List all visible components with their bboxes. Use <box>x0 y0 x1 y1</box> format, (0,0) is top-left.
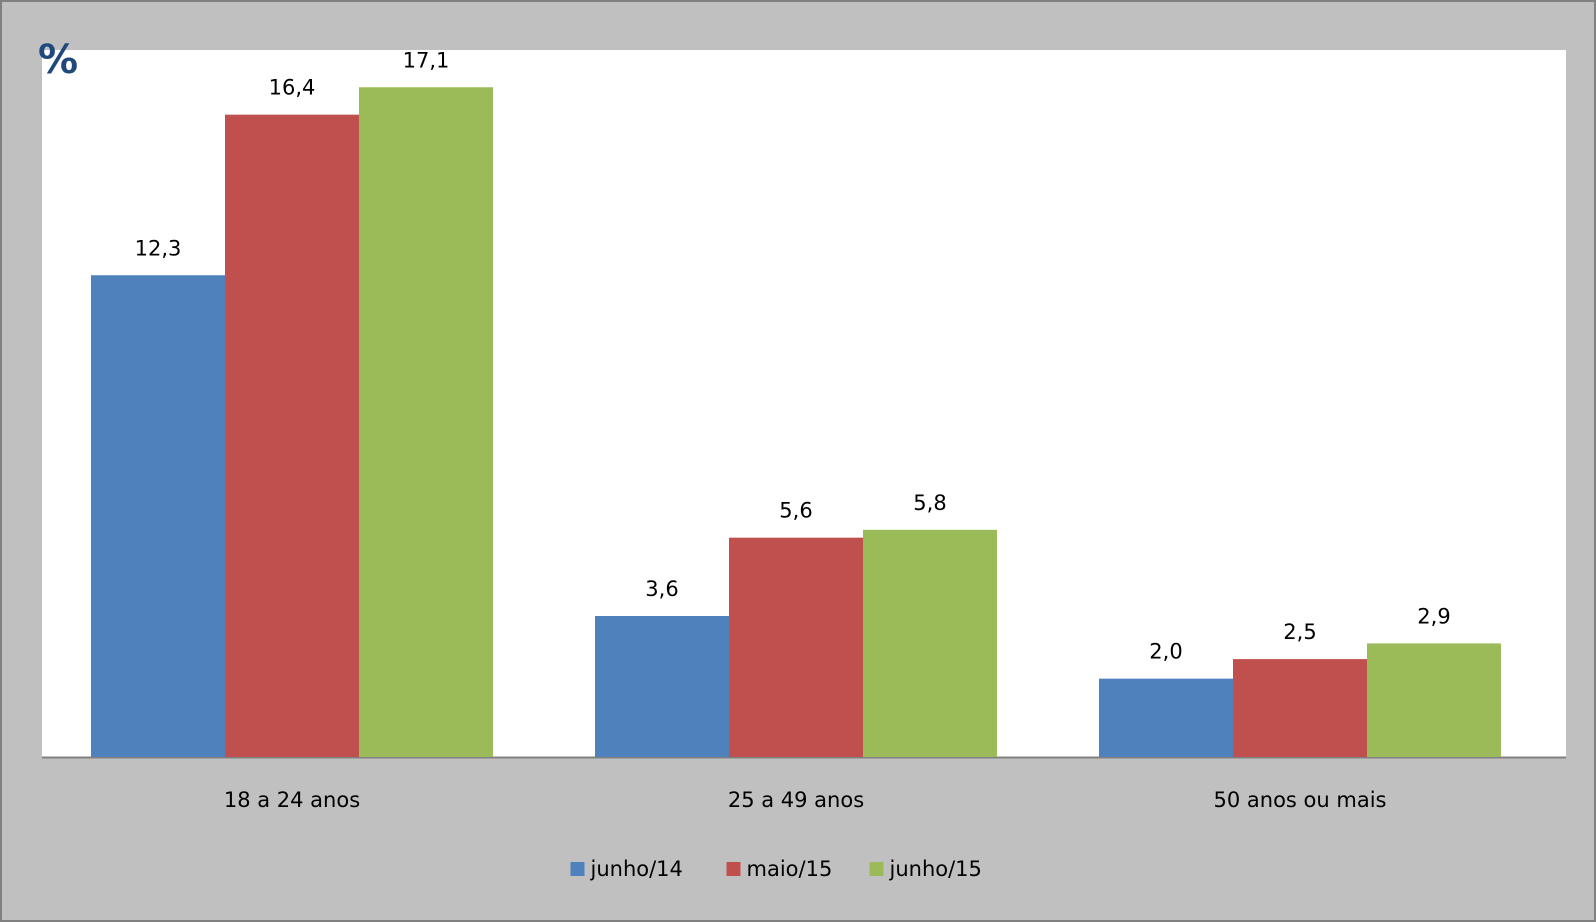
bar <box>1233 659 1367 757</box>
bar <box>863 529 997 757</box>
legend-label: junho/15 <box>889 857 982 881</box>
legend-swatch <box>570 862 585 876</box>
bar <box>359 87 493 757</box>
bar <box>729 537 863 757</box>
y-axis-label: % <box>38 37 78 83</box>
bar <box>1367 643 1501 757</box>
legend-swatch <box>726 862 741 876</box>
data-label: 12,3 <box>135 236 182 260</box>
bar <box>91 275 225 757</box>
legend-label: junho/14 <box>590 857 683 881</box>
bar <box>595 616 729 757</box>
bar <box>1099 678 1233 757</box>
legend-swatch <box>869 862 884 876</box>
data-label: 3,6 <box>645 577 678 601</box>
data-label: 2,0 <box>1149 640 1182 664</box>
x-tick-label: 25 a 49 anos <box>728 788 864 812</box>
data-label: 5,8 <box>913 491 946 515</box>
data-label: 2,5 <box>1283 620 1316 644</box>
data-label: 17,1 <box>403 48 450 72</box>
bar <box>225 114 359 757</box>
data-label: 2,9 <box>1417 604 1450 628</box>
x-tick-label: 18 a 24 anos <box>224 788 360 812</box>
data-label: 16,4 <box>269 76 316 100</box>
data-label: 5,6 <box>779 499 812 523</box>
x-tick-label: 50 anos ou mais <box>1214 788 1387 812</box>
legend-label: maio/15 <box>747 857 833 881</box>
